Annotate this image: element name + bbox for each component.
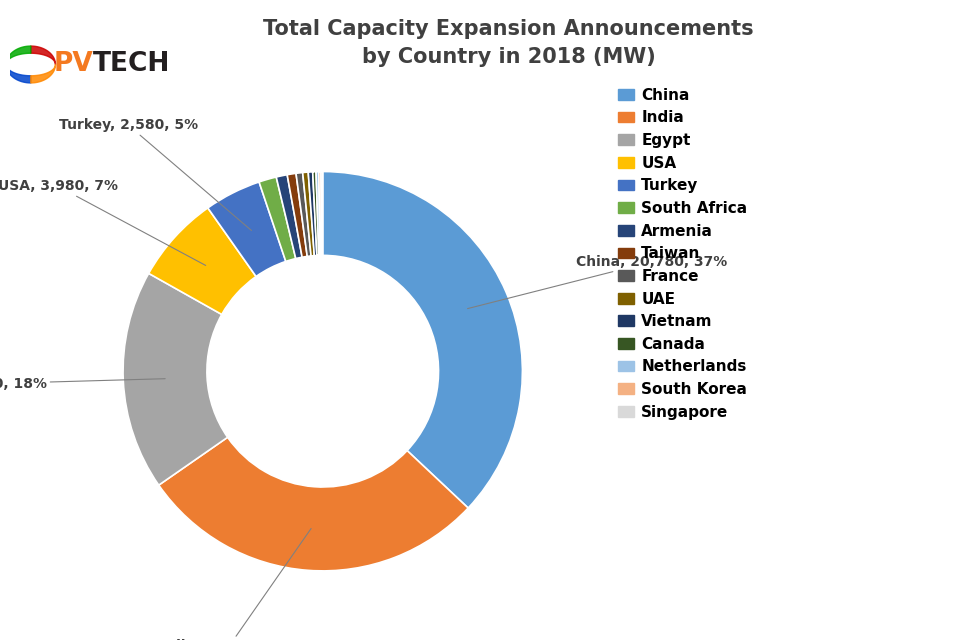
Text: India, 15,900, 28%: India, 15,900, 28% bbox=[156, 529, 311, 640]
Text: USA, 3,980, 7%: USA, 3,980, 7% bbox=[0, 179, 205, 266]
Wedge shape bbox=[158, 437, 468, 571]
Wedge shape bbox=[259, 177, 295, 261]
Legend: China, India, Egypt, USA, Turkey, South Africa, Armenia, Taiwan, France, UAE, Vi: China, India, Egypt, USA, Turkey, South … bbox=[612, 82, 752, 426]
Wedge shape bbox=[149, 208, 256, 314]
Text: China, 20,780, 37%: China, 20,780, 37% bbox=[467, 255, 726, 308]
Text: PV: PV bbox=[54, 51, 93, 77]
Text: Egypt , 10,000, 18%: Egypt , 10,000, 18% bbox=[0, 378, 165, 391]
Wedge shape bbox=[316, 172, 320, 255]
Wedge shape bbox=[320, 172, 322, 255]
Wedge shape bbox=[207, 182, 285, 276]
Wedge shape bbox=[313, 172, 319, 255]
Wedge shape bbox=[322, 172, 522, 508]
Wedge shape bbox=[287, 173, 307, 257]
Wedge shape bbox=[319, 172, 321, 255]
Wedge shape bbox=[308, 172, 317, 256]
Text: TECH: TECH bbox=[93, 51, 171, 77]
Wedge shape bbox=[296, 173, 311, 257]
Wedge shape bbox=[276, 175, 302, 259]
Text: Turkey, 2,580, 5%: Turkey, 2,580, 5% bbox=[59, 118, 251, 230]
Wedge shape bbox=[123, 273, 228, 485]
Text: Total Capacity Expansion Announcements
by Country in 2018 (MW): Total Capacity Expansion Announcements b… bbox=[263, 19, 753, 67]
Wedge shape bbox=[302, 172, 314, 256]
